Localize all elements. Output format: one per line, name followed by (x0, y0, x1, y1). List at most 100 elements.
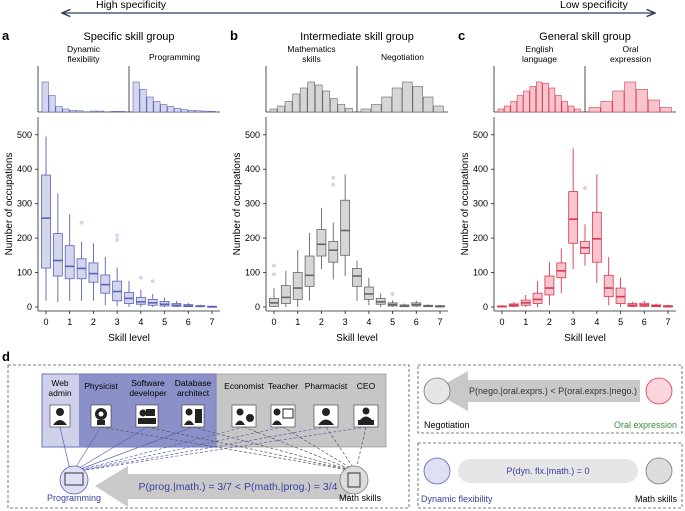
box-outlier (390, 291, 395, 296)
x-tick-label: 7 (437, 317, 442, 327)
economist-icon (231, 404, 257, 428)
hist-bar (299, 87, 308, 113)
box-outlier (115, 233, 120, 238)
hist-bar (567, 105, 575, 113)
y-tick-label: 0 (255, 302, 260, 312)
hist-bar (371, 104, 382, 113)
hist-bar (307, 81, 315, 113)
x-tick-label: 2 (547, 317, 552, 327)
panel-d-letter: d (2, 349, 10, 364)
box-iqr (304, 255, 315, 287)
x-tick-label: 0 (499, 317, 504, 327)
math-skills-icon (645, 457, 673, 485)
hist-bar (529, 86, 537, 113)
occ-database-architect: Database architect (175, 378, 212, 398)
software-developer-icon (135, 404, 159, 428)
y-axis-label: Number of occupations (460, 153, 471, 256)
dyn-math-formula: P(dyn. flx.|math.) = 0 (506, 466, 589, 476)
hist-bar (523, 90, 530, 113)
box-outlier (115, 237, 120, 242)
hist-bar (391, 87, 403, 113)
calculator-icon (347, 472, 361, 488)
hist-bar (97, 110, 104, 113)
y-tick-label: 400 (17, 164, 32, 174)
hist-bar (337, 104, 346, 113)
panel-c-title: General skill group (539, 31, 631, 43)
y-tick-label: 500 (473, 130, 488, 140)
hist-bar (548, 87, 556, 113)
hist-bar (433, 105, 444, 113)
hist-bar (360, 108, 372, 113)
hist-bar (381, 96, 392, 113)
y-tick-label: 100 (17, 268, 32, 278)
hist-bar (139, 89, 147, 113)
programming-node-label: Programming (47, 493, 101, 503)
panel-a-title: Specific skill group (83, 31, 174, 43)
hist-bar (284, 101, 293, 113)
hist-label: English language (522, 44, 557, 64)
y-tick-label: 300 (245, 199, 260, 209)
x-tick-label: 5 (618, 317, 623, 327)
box-outlier (331, 182, 336, 187)
x-axis-label: Skill level (108, 333, 150, 344)
hist-bar (269, 108, 278, 113)
box-iqr (88, 262, 99, 283)
box-iqr (280, 285, 291, 304)
dyn-math-bar (458, 459, 638, 483)
y-tick-label: 500 (17, 130, 32, 140)
panel-d-main-box (7, 364, 410, 509)
math-node-icon (339, 465, 369, 495)
occ-pharmacist: Pharmacist (305, 381, 348, 391)
occ-software-developer: Software developer (129, 378, 167, 398)
y-tick-label: 200 (245, 233, 260, 243)
y-tick-label: 300 (473, 199, 488, 209)
x-tick-label: 2 (91, 317, 96, 327)
hist-bar (588, 107, 601, 113)
x-tick-label: 7 (665, 317, 670, 327)
hist-bar (314, 84, 323, 113)
hist-bar (542, 83, 549, 113)
y-axis-label: Number of occupations (232, 153, 243, 256)
occupation-icons (49, 404, 379, 428)
hist-bar (62, 108, 70, 113)
computer-icon (64, 472, 84, 486)
neg-oral-box (417, 364, 683, 434)
x-tick-label: 0 (43, 317, 48, 327)
box-iqr (340, 199, 351, 256)
x-tick-label: 3 (571, 317, 576, 327)
hist-bar (201, 110, 209, 113)
y-tick-label: 100 (473, 268, 488, 278)
x-tick-label: 1 (295, 317, 300, 327)
ceo-icon (353, 404, 379, 428)
y-axis-label: Number of occupations (4, 153, 15, 256)
x-tick-label: 1 (523, 317, 528, 327)
hist-bar (194, 110, 202, 113)
physicist-icon (90, 404, 112, 428)
hist-bar (48, 95, 56, 113)
hist-bar (132, 81, 140, 113)
web-admin-icon (49, 404, 71, 428)
hist-bar (402, 81, 413, 113)
y-tick-label: 0 (27, 302, 32, 312)
hist-bar (422, 96, 434, 113)
hist-bar (600, 101, 613, 113)
y-tick-label: 200 (17, 233, 32, 243)
oral-expression-icon (645, 377, 673, 405)
x-tick-label: 3 (115, 317, 120, 327)
y-tick-label: 0 (483, 302, 488, 312)
box-outlier (271, 263, 277, 268)
hist-bar (330, 98, 338, 113)
hist-bar (181, 109, 189, 113)
occ-web-admin: Web admin (48, 378, 71, 398)
negotiation-icon (423, 377, 451, 405)
hist-bar (510, 101, 517, 113)
hist-bar (497, 108, 505, 113)
occ-physicist: Physicist (84, 381, 118, 391)
y-tick-label: 500 (245, 130, 260, 140)
hist-bar (647, 99, 660, 113)
hist-label: Dynamic flexibility (67, 44, 101, 64)
box-iqr (568, 191, 579, 244)
hist-bar (69, 110, 77, 113)
box-iqr (532, 292, 543, 304)
